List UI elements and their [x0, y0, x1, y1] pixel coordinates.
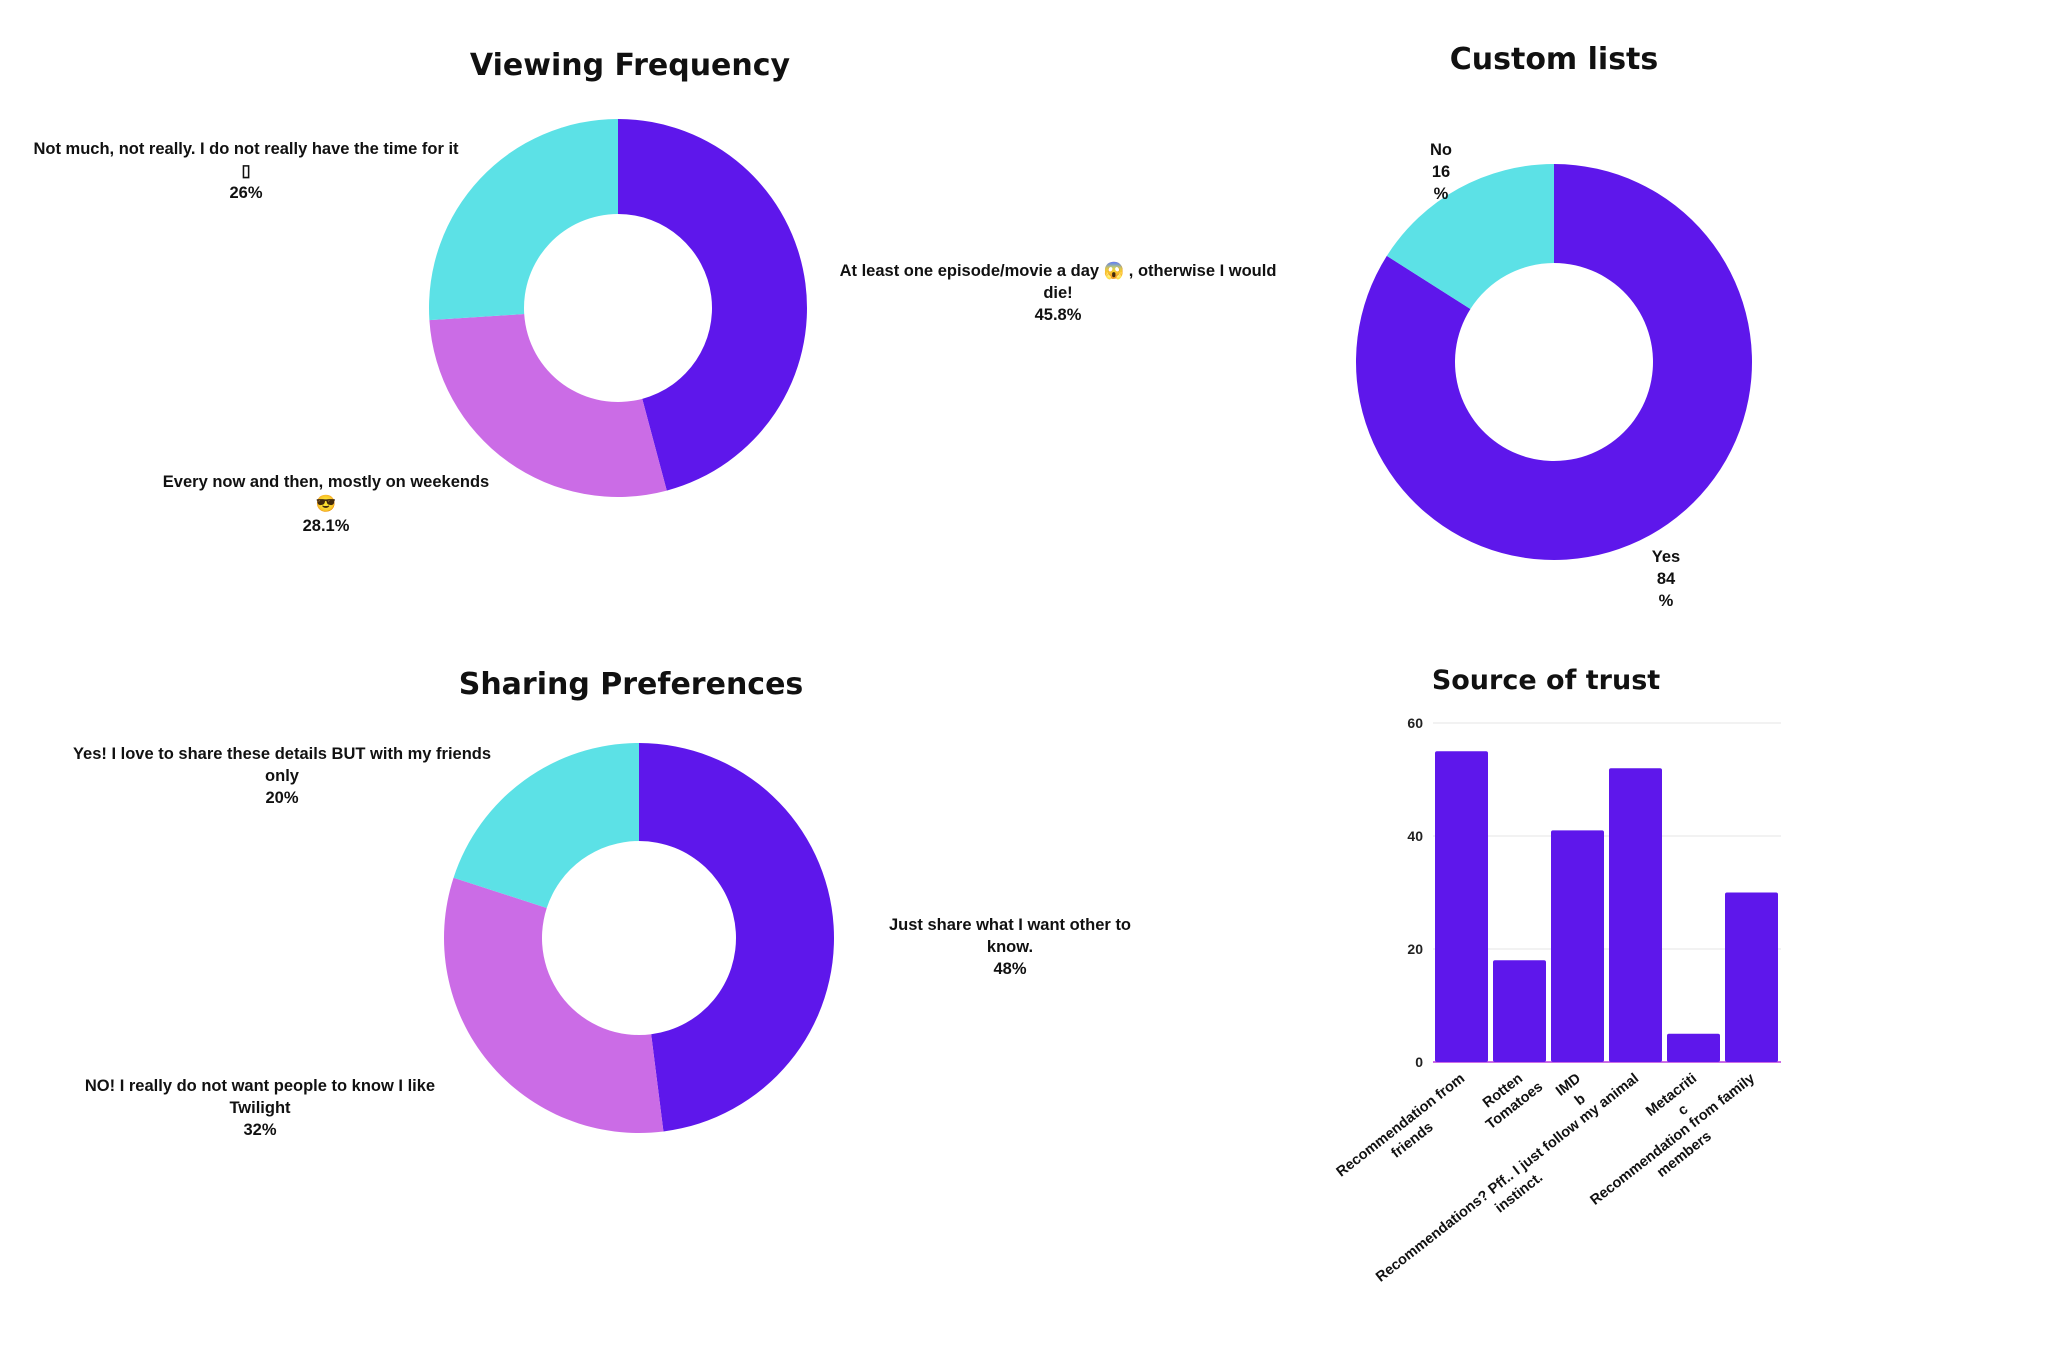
y-tick-label: 20 — [1407, 941, 1423, 957]
bar — [1725, 892, 1778, 1062]
sharing-preferences-title: Sharing Preferences — [458, 667, 804, 702]
donut-slice-1 — [444, 877, 664, 1134]
donut-slice-2 — [429, 119, 618, 321]
custom-lists-donut — [1356, 164, 1753, 560]
donut-slice-0 — [639, 743, 835, 1132]
slice-label-weekends: Every now and then, mostly on weekends 😎 2… — [162, 473, 490, 535]
source-of-trust-title: Source of trust — [1431, 665, 1661, 696]
donut-slice-0 — [618, 119, 807, 491]
bar — [1667, 1033, 1720, 1062]
viewing-frequency-title: Viewing Frequency — [469, 48, 791, 83]
x-tick-label: Recommendation fromfriends — [1334, 1071, 1480, 1196]
donut-slice-0 — [1356, 164, 1753, 560]
viewing-frequency-donut — [429, 119, 807, 497]
donut-slice-2 — [453, 743, 639, 909]
slice-label-no: No 16% — [1430, 141, 1452, 203]
bar — [1609, 768, 1662, 1062]
bar — [1435, 751, 1488, 1062]
bar — [1551, 830, 1604, 1062]
slice-label-no-twilight: NO! I really do not want people to know … — [84, 1077, 436, 1139]
x-tick-label: RottenTomatoes — [1471, 1064, 1546, 1133]
sharing-preferences-donut — [444, 743, 835, 1134]
bar — [1493, 960, 1546, 1062]
source-of-trust-bar-chart: 0 20 40 60 Recommendation fromfriendsRottenT… — [1334, 715, 1781, 1286]
slice-label-yes: Yes 84% — [1651, 548, 1681, 610]
slice-label-friends-only: Yes! I love to share these details BUT w… — [72, 745, 492, 807]
donut-slice-1 — [1386, 164, 1554, 309]
slice-label-not-much: Not much, not really. I do not really ha… — [33, 140, 459, 202]
y-tick-label: 0 — [1415, 1054, 1423, 1070]
slice-label-daily: At least one episode/movie a day 😱 , oth… — [839, 262, 1277, 324]
donut-slice-1 — [429, 314, 667, 497]
custom-lists-title: Custom lists — [1449, 42, 1659, 77]
y-tick-label: 60 — [1407, 715, 1423, 731]
slice-label-just-share: Just share what I want other to know. 48% — [888, 916, 1132, 978]
y-tick-label: 40 — [1407, 828, 1423, 844]
